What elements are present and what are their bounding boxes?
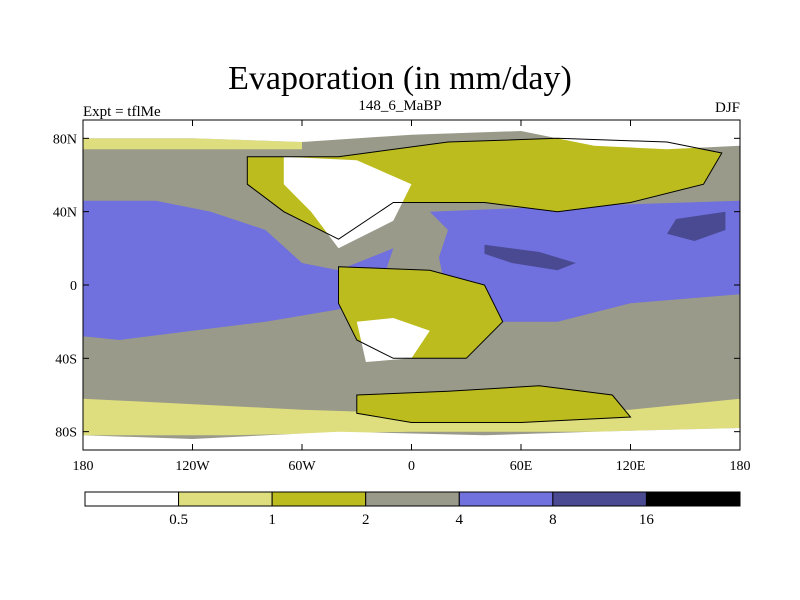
- x-tick-label: 60E: [510, 459, 533, 474]
- colorbar-label: 8: [549, 512, 557, 528]
- colorbar-label: 0.5: [169, 512, 188, 528]
- experiment-label: Expt = tflMe: [83, 104, 161, 120]
- colorbar-box: [271, 491, 367, 507]
- region-south-polar-low: [83, 428, 740, 450]
- colorbar-box: [645, 491, 741, 507]
- coastline-antarctic-continent: [356, 385, 632, 423]
- x-tick-label: 120E: [616, 459, 646, 474]
- x-tick-label: 0: [408, 459, 415, 474]
- region-tropical-pacific: [83, 200, 394, 340]
- x-tick-label: 120W: [175, 459, 210, 474]
- season-label: DJF: [714, 100, 740, 116]
- y-tick-label: 80S: [55, 426, 77, 441]
- colorbar-label: 16: [639, 512, 655, 528]
- y-tick-label: 40S: [55, 352, 77, 367]
- region-tethys-ocean: [429, 200, 740, 322]
- colorbar-label: 1: [268, 512, 276, 528]
- colorbar-label: 2: [362, 512, 370, 528]
- colorbar-box: [552, 491, 647, 507]
- y-tick-label: 40N: [53, 206, 77, 221]
- y-axis: 80N 40N 0 40S 80S: [53, 132, 740, 441]
- field-regions: [83, 120, 740, 450]
- y-tick-label: 0: [70, 279, 77, 294]
- coastline-northern-continent: [246, 137, 723, 240]
- colorbar-box: [458, 491, 554, 507]
- colorbar-box: [365, 491, 460, 507]
- colorbar-box: [84, 491, 180, 507]
- colorbar: 0.5 1 2 4 8 16: [84, 491, 741, 528]
- region-sub-arctic-fringe: [83, 138, 302, 150]
- y-tick-label: 80N: [53, 132, 77, 147]
- region-interior-south: [356, 318, 430, 362]
- region-tethys-maximum: [484, 244, 576, 271]
- colorbar-label: 4: [456, 512, 464, 528]
- x-axis: 180 120W 60W 0 60E 120E 180: [73, 120, 751, 474]
- x-tick-label: 180: [730, 459, 751, 474]
- coastline-southern-continent: [338, 266, 504, 359]
- chart-title: Evaporation (in mm/day): [228, 60, 572, 97]
- chart-subtitle: 148_6_MaBP: [358, 98, 442, 114]
- x-tick-label: 180: [73, 459, 94, 474]
- region-north-polar-low: [83, 120, 740, 150]
- x-tick-label: 60W: [288, 459, 316, 474]
- region-interior-north: [283, 156, 412, 249]
- region-nw-pacific-maximum: [667, 211, 726, 241]
- colorbar-box: [178, 491, 273, 507]
- region-antarctic-continent: [356, 385, 631, 423]
